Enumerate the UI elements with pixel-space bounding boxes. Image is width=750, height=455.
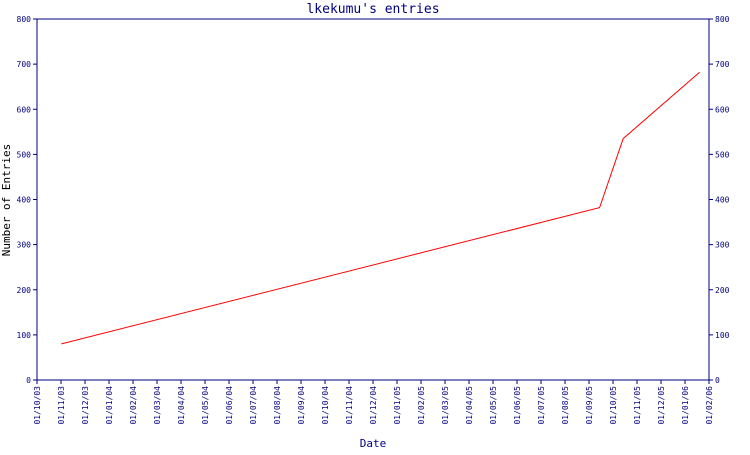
y-axis-label: Number of Entries [0,144,13,257]
x-tick-label: 01/01/06 [681,386,690,425]
x-tick-label: 01/08/04 [273,386,282,425]
y-tick-label-left: 100 [17,331,32,340]
y-tick-label-left: 400 [17,196,32,205]
y-tick-label-left: 800 [17,15,32,24]
x-tick-label: 01/01/04 [105,386,114,425]
y-tick-label-left: 500 [17,150,32,159]
y-tick-label-right: 0 [715,376,720,385]
x-tick-label: 01/09/04 [297,386,306,425]
x-tick-label: 01/02/04 [129,386,138,425]
y-tick-label-right: 100 [715,331,730,340]
x-tick-label: 01/02/05 [417,386,426,425]
x-tick-label: 01/04/05 [465,386,474,425]
x-tick-label: 01/10/05 [609,386,618,425]
y-tick-label-right: 300 [715,241,730,250]
x-tick-label: 01/06/05 [513,386,522,425]
y-tick-label-right: 400 [715,196,730,205]
plot-frame [36,18,710,381]
plot-area: 0 0 100 100 200 200 300 300 400 400 500 500 600 600 70… [17,15,730,425]
x-tick-label: 01/12/03 [81,386,90,425]
y-tick-label-left: 300 [17,241,32,250]
x-tick-label: 01/05/05 [489,386,498,425]
x-tick-label: 01/06/04 [225,386,234,425]
x-tick-label: 01/03/04 [153,386,162,425]
x-tick-label: 01/05/04 [201,386,210,425]
series-line [61,71,700,345]
x-tick-label: 01/12/05 [657,386,666,425]
x-tick-label: 01/10/03 [33,386,42,425]
y-tick-label-left: 200 [17,286,32,295]
x-tick-label: 01/03/05 [441,386,450,425]
y-tick-label-right: 200 [715,286,730,295]
y-tick-label-left: 700 [17,60,32,69]
x-tick-label: 01/01/05 [393,386,402,425]
x-axis-label: Date [360,437,387,450]
x-tick-label: 01/08/05 [561,386,570,425]
x-tick-label: 01/11/04 [345,386,354,425]
y-tick-label-left: 600 [17,105,32,114]
x-tick-label: 01/11/05 [633,386,642,425]
x-tick-label: 01/12/04 [369,386,378,425]
chart-title: lkekumu's entries [306,2,439,17]
x-tick-label: 01/07/05 [537,386,546,425]
x-tick-label: 01/04/04 [177,386,186,425]
x-tick-label: 01/10/04 [321,386,330,425]
y-tick-label-right: 800 [715,15,730,24]
x-tick-label: 01/02/06 [705,386,714,425]
y-tick-label-left: 0 [26,376,31,385]
y-tick-label-right: 600 [715,105,730,114]
x-tick-label: 01/07/04 [249,386,258,425]
y-tick-label-right: 500 [715,150,730,159]
x-tick-label: 01/09/05 [585,386,594,425]
y-tick-label-right: 700 [715,60,730,69]
x-tick-label: 01/11/03 [57,386,66,425]
